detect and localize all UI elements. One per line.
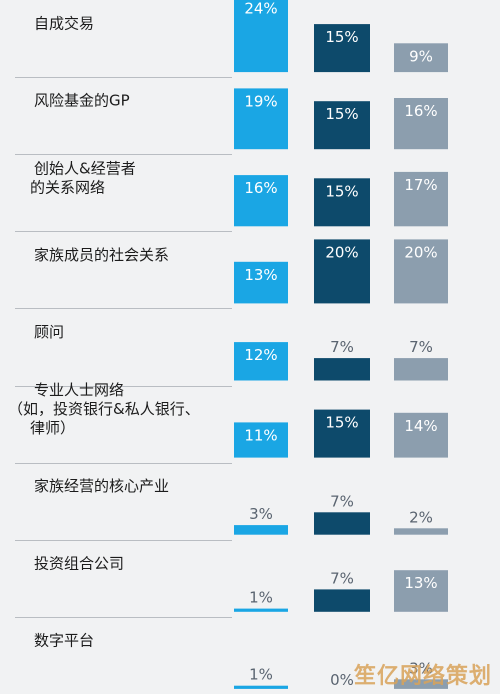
data-label: 11% [244, 426, 277, 444]
watermark-logo: 笙亿网络策划 [353, 664, 492, 689]
category-label: 投资组合公司 [34, 554, 124, 572]
category-label-line: 顾问 [34, 323, 64, 341]
bar [314, 24, 370, 73]
bar [314, 512, 370, 535]
data-label: 13% [404, 574, 437, 592]
category-label: 自成交易 [34, 15, 94, 33]
data-label: 1% [249, 589, 273, 607]
data-label: 12% [244, 346, 277, 364]
category-label-line: 自成交易 [34, 15, 94, 33]
category-label-line: 数字平台 [34, 631, 94, 649]
bar [234, 0, 288, 73]
category-label-line: 风险基金的GP [34, 92, 130, 110]
category-label-line: 的关系网络 [30, 178, 105, 196]
category-label-line: （如，投资银行&私人银行、 [8, 400, 200, 418]
bar [314, 178, 370, 227]
bar [234, 608, 288, 612]
bar [314, 589, 370, 612]
bar [234, 261, 288, 304]
bar [234, 342, 288, 381]
data-label: 20% [404, 243, 437, 261]
data-label: 3% [409, 659, 433, 677]
bar [394, 528, 448, 535]
category-label-line: 律师） [30, 419, 75, 437]
category-label-line: 家族经营的核心产业 [34, 477, 169, 495]
data-label: 20% [325, 243, 358, 261]
bar [234, 88, 288, 150]
data-label: 15% [325, 28, 358, 46]
data-label: 19% [244, 92, 277, 110]
bar [394, 412, 448, 458]
bar [314, 239, 370, 304]
data-label: 2% [409, 508, 433, 526]
bar [234, 175, 288, 227]
bar [314, 101, 370, 150]
bar [394, 679, 448, 689]
category-label-line: 家族成员的社会关系 [34, 246, 169, 264]
category-label: 顾问 [34, 323, 64, 341]
data-label: 0% [330, 671, 354, 689]
category-label: 家族经营的核心产业 [34, 477, 169, 495]
bar [394, 358, 448, 381]
bar [234, 685, 288, 689]
data-label: 7% [330, 492, 354, 510]
category-label: 专业人士网络（如，投资银行&私人银行、律师） [8, 381, 200, 437]
data-label: 7% [409, 338, 433, 356]
bar [314, 358, 370, 381]
data-label: 15% [325, 105, 358, 123]
category-label-line: 专业人士网络 [34, 381, 124, 399]
bar [394, 43, 448, 73]
category-label: 数字平台 [34, 631, 94, 649]
data-label: 13% [244, 266, 277, 284]
data-label: 15% [325, 182, 358, 200]
category-label-line: 投资组合公司 [34, 554, 124, 572]
data-label: 3% [249, 505, 273, 523]
bar [394, 239, 448, 304]
data-label: 15% [325, 414, 358, 432]
data-label: 24% [244, 0, 277, 17]
bar [394, 98, 448, 150]
data-label: 1% [249, 666, 273, 684]
data-label: 16% [404, 102, 437, 120]
data-label: 16% [244, 179, 277, 197]
bar [234, 422, 288, 458]
bar [314, 409, 370, 458]
data-label: 17% [404, 176, 437, 194]
data-label: 9% [409, 47, 433, 65]
bar [234, 525, 288, 535]
category-label-line: 创始人&经营者 [34, 159, 136, 177]
data-label: 14% [404, 417, 437, 435]
category-label: 风险基金的GP [34, 92, 130, 110]
data-label: 7% [330, 569, 354, 587]
category-label: 创始人&经营者的关系网络 [30, 159, 136, 196]
bar [394, 171, 448, 227]
data-label: 7% [330, 338, 354, 356]
bar [394, 570, 448, 612]
category-label: 家族成员的社会关系 [34, 246, 169, 264]
